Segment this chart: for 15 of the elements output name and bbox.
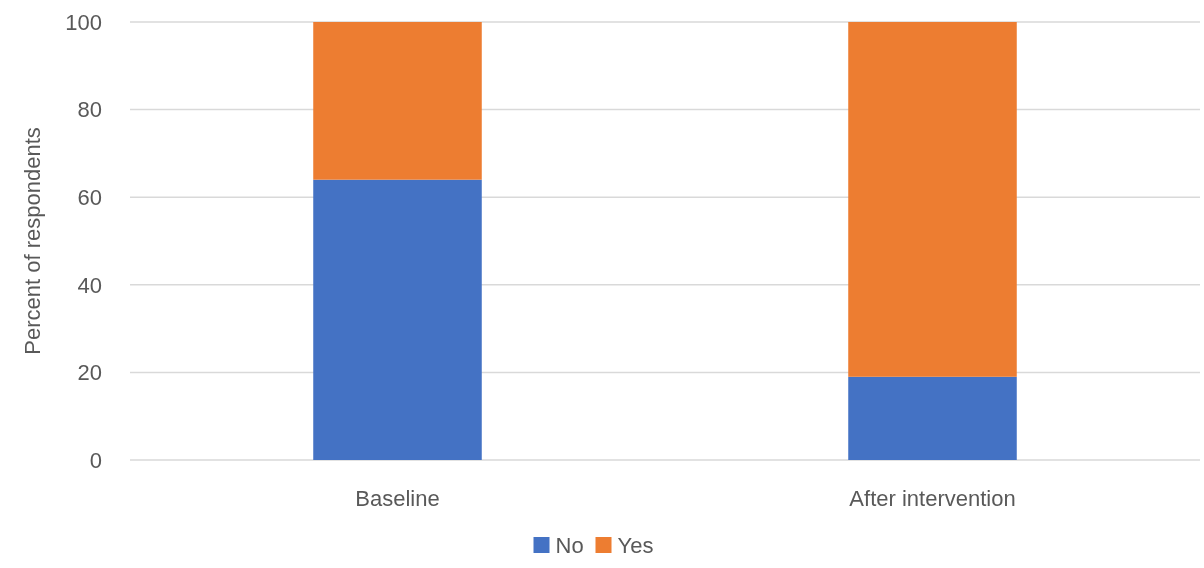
legend-label: No xyxy=(555,533,584,558)
y-tick-label: 0 xyxy=(89,447,102,473)
bar xyxy=(313,22,482,180)
legend-label: Yes xyxy=(617,533,654,558)
x-tick-label: Baseline xyxy=(355,486,440,511)
y-tick-label: 80 xyxy=(77,97,102,123)
y-tick-label: 60 xyxy=(77,184,102,210)
bar xyxy=(848,22,1017,377)
bar xyxy=(313,179,482,460)
y-tick-label: 40 xyxy=(77,272,102,298)
x-tick-label: After intervention xyxy=(849,486,1016,511)
y-tick-label: 100 xyxy=(65,9,102,35)
bar xyxy=(848,376,1017,460)
y-axis-title: Percent of respondents xyxy=(20,127,45,355)
y-tick-label: 20 xyxy=(77,360,102,386)
